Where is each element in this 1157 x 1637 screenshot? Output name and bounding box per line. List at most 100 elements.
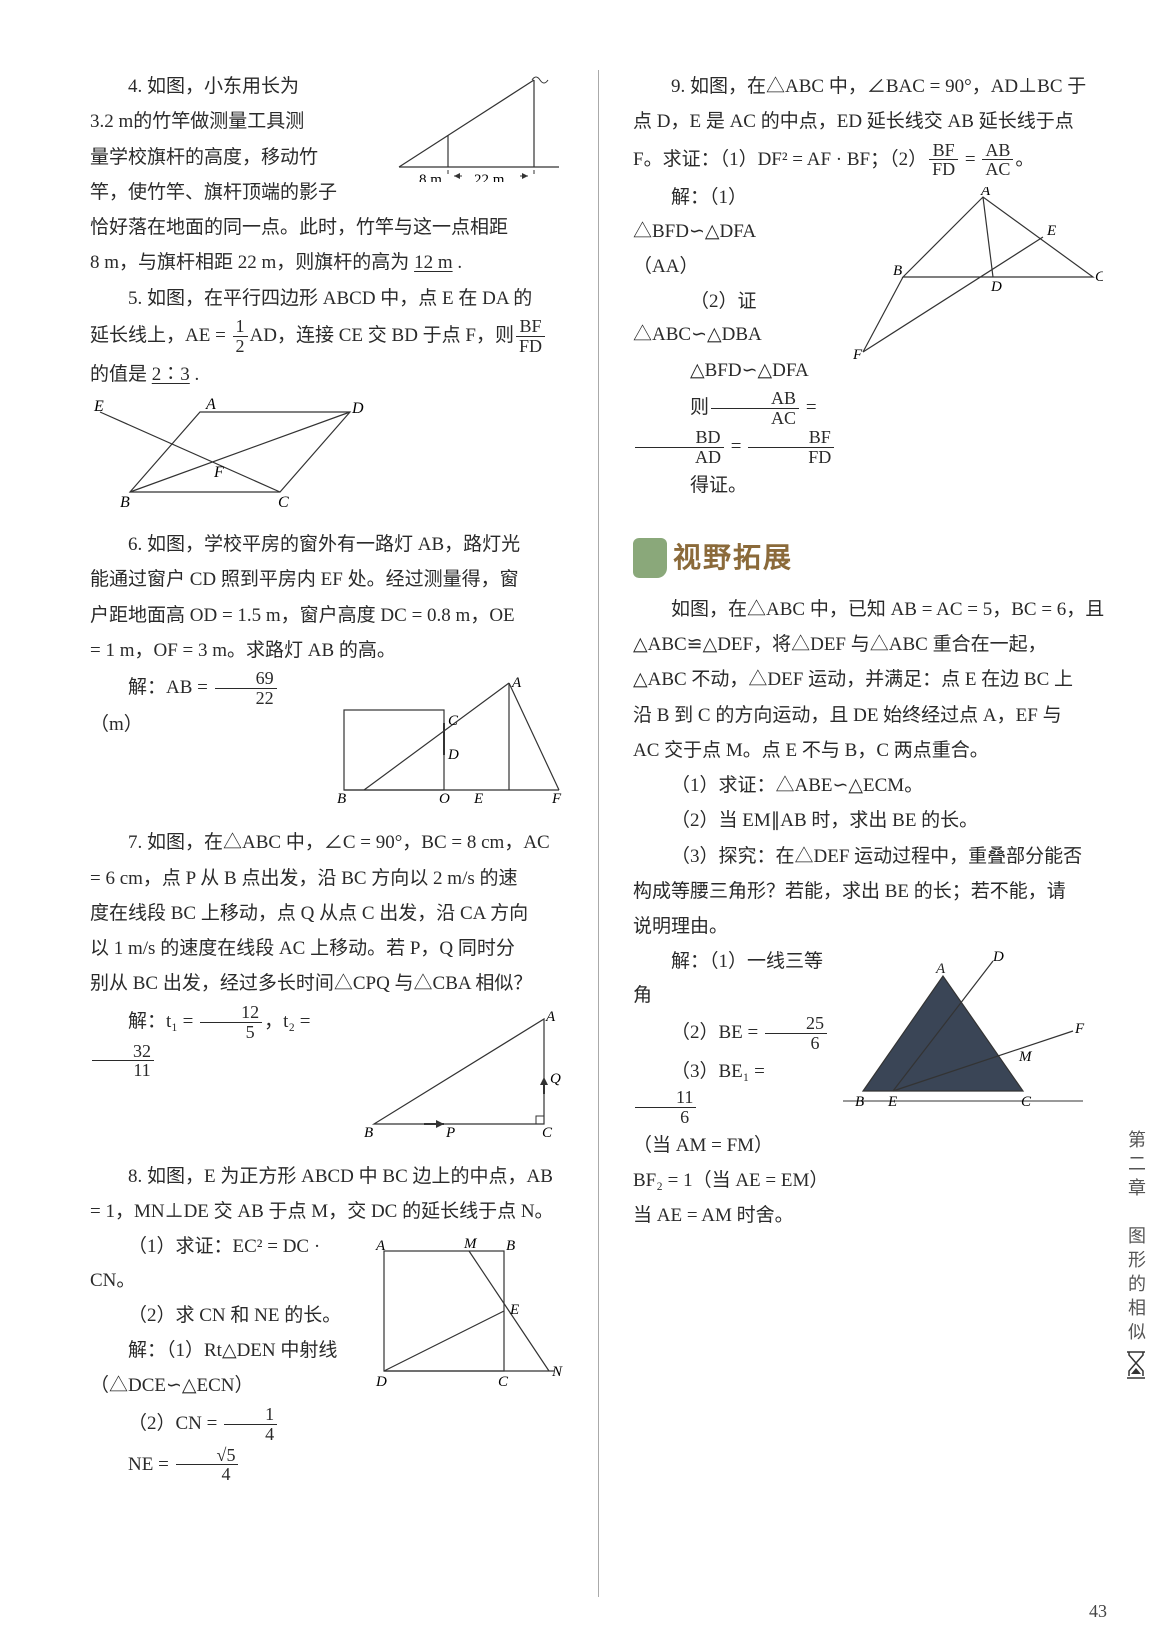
svg-text:A: A bbox=[511, 675, 522, 691]
q8-sol1b: （△DCE∽△ECN） bbox=[90, 1369, 364, 1402]
q7-solution: 解：t₁ = 125，t₂ = 3211 bbox=[90, 1003, 364, 1081]
ext-text-1: 如图，在△ABC 中，已知 AB = AC = 5，BC = 6，且 bbox=[633, 593, 1107, 626]
q6-solution: 解：AB = 6922（m） bbox=[90, 669, 326, 741]
q4-figure: 8 m 22 m bbox=[394, 72, 564, 193]
svg-text:A: A bbox=[205, 397, 216, 413]
q9-sol2d: 得证。 bbox=[633, 469, 853, 502]
q6-text-4: = 1 m，OF = 3 m。求路灯 AB 的高。 bbox=[90, 634, 564, 667]
ext-sol3d: 当 AE = AM 时舍。 bbox=[633, 1199, 833, 1232]
q9-sol2c: 则ABAC = BDAD = BFFD bbox=[633, 389, 853, 467]
q9-sol1b: （AA） bbox=[633, 250, 853, 283]
q5-answer: 2∶3 bbox=[152, 364, 190, 385]
hourglass-icon bbox=[1125, 1350, 1147, 1380]
svg-text:M: M bbox=[1018, 1049, 1033, 1065]
q9-sol2a: （2）证△ABC∽△DBA bbox=[633, 285, 853, 352]
ext-sub1: （1）求证：△ABE∽△ECM。 bbox=[633, 769, 1107, 802]
q7-text-5: 别从 BC 出发，经过多长时间△CPQ 与△CBA 相似？ bbox=[90, 967, 564, 1000]
q5-text-2: 延长线上，AE = 12AD，连接 CE 交 BD 于点 F，则BFFD bbox=[90, 317, 564, 356]
right-column: 9. 如图，在△ABC 中，∠BAC = 90°，AD⊥BC 于 点 D，E 是… bbox=[633, 70, 1107, 1597]
q8-sol-ne: NE = √54 bbox=[90, 1446, 364, 1485]
svg-text:C: C bbox=[542, 1125, 553, 1139]
q6-text-2: 能通过窗户 CD 照到平房内 EF 处。经过测量得，窗 bbox=[90, 563, 564, 596]
svg-text:C: C bbox=[278, 494, 289, 507]
svg-text:B: B bbox=[120, 494, 130, 507]
q8-sol2: （2）CN = 14 bbox=[90, 1405, 364, 1444]
svg-text:F: F bbox=[853, 347, 863, 363]
q8-text-1: 8. 如图，E 为正方形 ABCD 中 BC 边上的中点，AB bbox=[90, 1160, 564, 1193]
q9-sol2b: △BFD∽△DFA bbox=[633, 354, 853, 387]
q9-sol1: 解：（1）△BFD∽△DFA bbox=[633, 181, 853, 248]
chapter-side-label: 第二章 图形的相似 bbox=[1120, 1130, 1152, 1346]
ext-sol3b: （当 AM = FM） bbox=[633, 1129, 833, 1162]
svg-text:A: A bbox=[545, 1009, 556, 1025]
column-divider bbox=[598, 70, 599, 1597]
ext-text-4: 沿 B 到 C 的方向运动，且 DE 始终经过点 A，EF 与 bbox=[633, 699, 1107, 732]
svg-text:B: B bbox=[506, 1238, 515, 1254]
svg-text:E: E bbox=[887, 1094, 897, 1110]
q7-figure: A B C P Q bbox=[364, 1009, 564, 1150]
svg-text:D: D bbox=[375, 1374, 387, 1390]
ext-sol2: （2）BE = 256 bbox=[633, 1014, 833, 1053]
svg-text:B: B bbox=[893, 263, 902, 279]
q8-text-2: = 1，MN⊥DE 交 AB 于点 M，交 DC 的延长线于点 N。 bbox=[90, 1195, 564, 1228]
ext-sub3b: 构成等腰三角形？若能，求出 BE 的长；若不能，请 bbox=[633, 875, 1107, 908]
svg-text:A: A bbox=[375, 1238, 386, 1254]
q4-answer: 12 m bbox=[414, 252, 453, 273]
svg-text:Q: Q bbox=[550, 1071, 561, 1087]
q6-text-1: 6. 如图，学校平房的窗外有一路灯 AB，路灯光 bbox=[90, 528, 564, 561]
q6-text-3: 户距地面高 OD = 1.5 m，窗户高度 DC = 0.8 m，OE bbox=[90, 599, 564, 632]
q7-text-2: = 6 cm，点 P 从 B 点出发，沿 BC 方向以 2 m/s 的速 bbox=[90, 862, 564, 895]
svg-text:C: C bbox=[1095, 269, 1103, 285]
ext-figure: A D B E C F M bbox=[833, 951, 1093, 1224]
q4-text-6: 8 m，与旗杆相距 22 m，则旗杆的高为 12 m . bbox=[90, 246, 564, 279]
q4-label-8m: 8 m bbox=[419, 172, 442, 182]
svg-text:D: D bbox=[351, 400, 364, 417]
svg-text:B: B bbox=[855, 1094, 864, 1110]
q7-text-4: 以 1 m/s 的速度在线段 AC 上移动。若 P，Q 同时分 bbox=[90, 932, 564, 965]
q4-text-5: 恰好落在地面的同一点。此时，竹竿与这一点相距 bbox=[90, 211, 564, 244]
q9-figure: A B C D E F bbox=[853, 187, 1103, 494]
ext-sub3a: （3）探究：在△DEF 运动过程中，重叠部分能否 bbox=[633, 840, 1107, 873]
svg-text:C: C bbox=[448, 713, 459, 729]
q5-text-3: 的值是 2∶3 . bbox=[90, 358, 564, 391]
section-title: 视野拓展 bbox=[673, 534, 793, 583]
svg-text:B: B bbox=[364, 1125, 373, 1139]
svg-text:N: N bbox=[551, 1364, 563, 1380]
q8-sub2: （2）求 CN 和 NE 的长。 bbox=[90, 1299, 364, 1332]
svg-text:D: D bbox=[992, 951, 1004, 965]
q8-figure: A M B E D C N bbox=[364, 1236, 564, 1476]
ext-text-2: △ABC≌△DEF，将△DEF 与△ABC 重合在一起， bbox=[633, 628, 1107, 661]
svg-text:D: D bbox=[990, 279, 1002, 295]
ext-text-3: △ABC 不动，△DEF 运动，并满足：点 E 在边 BC 上 bbox=[633, 663, 1107, 696]
svg-text:E: E bbox=[473, 791, 483, 805]
svg-text:F: F bbox=[1074, 1021, 1085, 1037]
q8-sub1: （1）求证：EC² = DC · CN。 bbox=[90, 1230, 364, 1297]
svg-text:B: B bbox=[337, 791, 346, 805]
ext-sub3c: 说明理由。 bbox=[633, 910, 1107, 943]
svg-text:C: C bbox=[1021, 1094, 1032, 1110]
q5-figure: E A D B F C bbox=[90, 397, 564, 518]
person-icon bbox=[633, 538, 667, 578]
q9-text-3: F。求证：（1）DF² = AF · BF；（2）BFFD = ABAC。 bbox=[633, 141, 1107, 180]
ext-text-5: AC 交于点 M。点 E 不与 B，C 两点重合。 bbox=[633, 734, 1107, 767]
q7-text-1: 7. 如图，在△ABC 中，∠C = 90°，BC = 8 cm，AC bbox=[90, 826, 564, 859]
section-heading: 视野拓展 bbox=[633, 534, 1107, 583]
ext-sol1: 解：（1）一线三等角 bbox=[633, 945, 833, 1012]
svg-text:A: A bbox=[980, 187, 991, 199]
q4-label-22m: 22 m bbox=[474, 172, 505, 182]
q7-text-3: 度在线段 BC 上移动，点 Q 从点 C 出发，沿 CA 方向 bbox=[90, 897, 564, 930]
ext-sub2: （2）当 EM∥AB 时，求出 BE 的长。 bbox=[633, 804, 1107, 837]
svg-text:O: O bbox=[439, 791, 450, 805]
svg-text:E: E bbox=[509, 1302, 519, 1318]
svg-text:A: A bbox=[935, 961, 946, 977]
svg-text:M: M bbox=[463, 1236, 478, 1252]
page-number: 43 bbox=[1089, 1596, 1107, 1628]
q5-text-1: 5. 如图，在平行四边形 ABCD 中，点 E 在 DA 的 bbox=[90, 282, 564, 315]
q9-text-1: 9. 如图，在△ABC 中，∠BAC = 90°，AD⊥BC 于 bbox=[633, 70, 1107, 103]
svg-text:E: E bbox=[93, 398, 104, 415]
svg-text:F: F bbox=[551, 791, 562, 805]
svg-text:C: C bbox=[498, 1374, 509, 1390]
svg-text:F: F bbox=[213, 464, 224, 481]
ext-sol3c: BF₂ = 1（当 AE = EM） bbox=[633, 1164, 833, 1197]
svg-text:E: E bbox=[1046, 223, 1056, 239]
